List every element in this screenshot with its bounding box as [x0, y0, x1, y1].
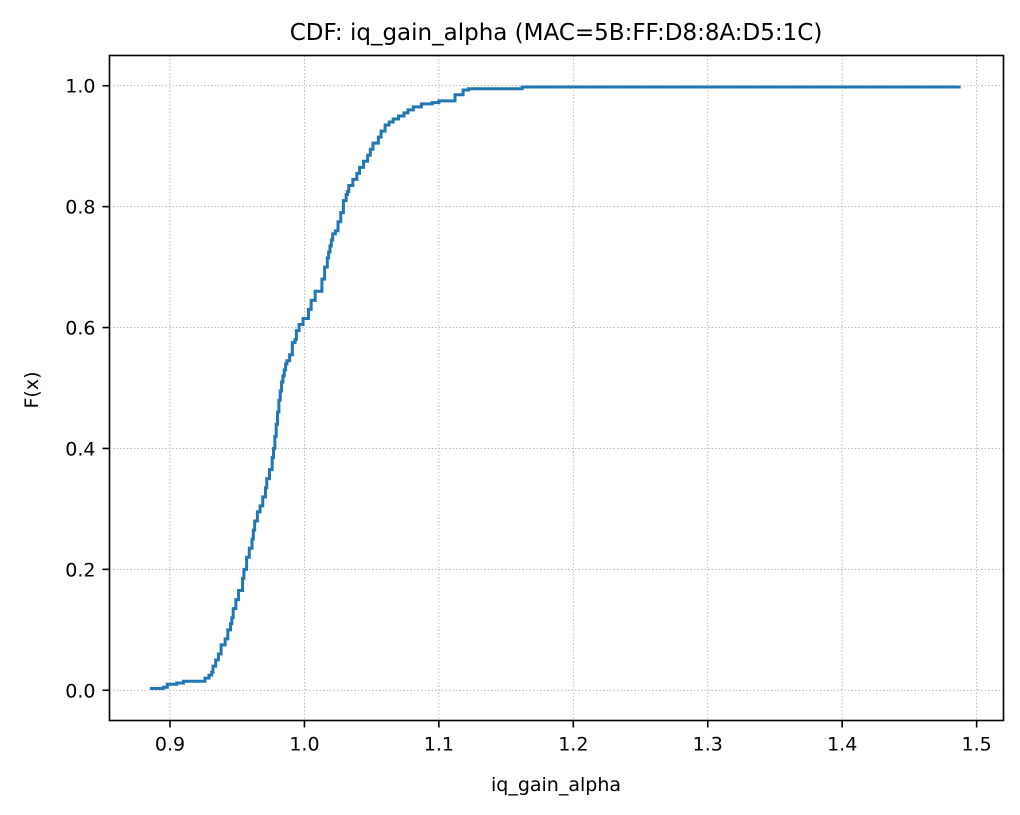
y-tick-label: 0.0 [65, 680, 95, 702]
x-tick-label: 1.1 [424, 734, 454, 756]
grid-layer [109, 55, 1004, 721]
x-axis-label: iq_gain_alpha [491, 774, 621, 796]
chart-title: CDF: iq_gain_alpha (MAC=5B:FF:D8:8A:D5:1… [290, 20, 823, 46]
x-tick-label: 1.0 [289, 734, 319, 756]
y-tick-label: 1.0 [65, 76, 95, 98]
x-tick-label: 1.3 [693, 734, 723, 756]
x-tick-label: 0.9 [155, 734, 185, 756]
cdf-step-line [149, 85, 961, 690]
x-tick-label: 1.2 [558, 734, 588, 756]
x-tick-label: 1.4 [827, 734, 857, 756]
y-axis-label: F(x) [21, 372, 43, 409]
y-tick-label: 0.8 [65, 197, 95, 219]
y-tick-label: 0.4 [65, 438, 95, 460]
ticks-layer: 0.9 1.0 1.1 1.2 1.3 1.4 1.5 0.0 0.2 0.4 0.6 0.8 1.0 [65, 76, 991, 756]
plot-area-frame [108, 54, 1005, 722]
x-tick-label: 1.5 [962, 734, 992, 756]
y-tick-label: 0.2 [65, 559, 95, 581]
y-tick-label: 0.6 [65, 318, 95, 340]
